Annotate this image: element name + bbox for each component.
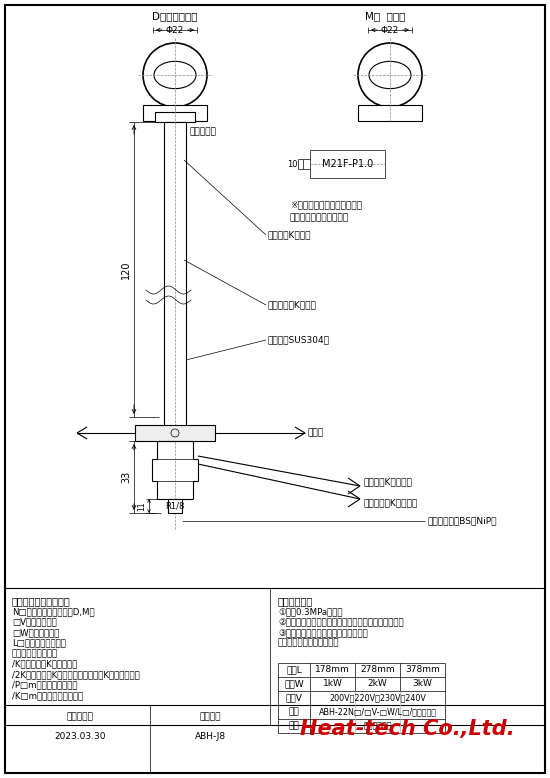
Text: N□　先端形状の指定（D,M）: N□ 先端形状の指定（D,M） bbox=[12, 607, 95, 616]
Text: 2kW: 2kW bbox=[367, 679, 387, 689]
Text: ABH-J8: ABH-J8 bbox=[195, 732, 226, 741]
Text: ②供給気体はオイルミスト、水滴を除去して下さい。: ②供給気体はオイルミスト、水滴を除去して下さい。 bbox=[278, 618, 404, 626]
Bar bbox=[358, 105, 422, 121]
Text: 発熱体温度K熱電対線: 発熱体温度K熱電対線 bbox=[363, 499, 417, 507]
Text: 図面番号: 図面番号 bbox=[199, 712, 221, 721]
Text: ①耐圧0.3MPaです。: ①耐圧0.3MPaです。 bbox=[278, 607, 343, 616]
Text: D型ストレート: D型ストレート bbox=[152, 11, 198, 21]
Text: 品名: 品名 bbox=[289, 721, 299, 731]
Bar bbox=[143, 105, 207, 121]
Text: 熱風温度K熱電対: 熱風温度K熱電対 bbox=[268, 230, 311, 240]
Text: 【オプション対応】: 【オプション対応】 bbox=[12, 649, 58, 658]
Text: 178mm: 178mm bbox=[315, 665, 350, 675]
Text: 電力W: 電力W bbox=[284, 679, 304, 689]
Text: ③低温気体を供給せずに加熱すると、: ③低温気体を供給せずに加熱すると、 bbox=[278, 628, 368, 637]
Text: Heat-tech Co.,Ltd.: Heat-tech Co.,Ltd. bbox=[300, 719, 515, 739]
Text: M21F-P1.0: M21F-P1.0 bbox=[322, 159, 373, 169]
Text: 電圧V: 電圧V bbox=[285, 693, 302, 703]
Text: □W　電力の指定: □W 電力の指定 bbox=[12, 628, 59, 637]
Bar bbox=[135, 425, 215, 441]
Text: 200V、220V、230V、240V: 200V、220V、230V、240V bbox=[329, 693, 426, 703]
Text: 3kW: 3kW bbox=[412, 679, 432, 689]
Text: 2023.03.30: 2023.03.30 bbox=[54, 732, 106, 741]
Text: Φ22: Φ22 bbox=[166, 26, 184, 34]
Text: 発熱体温度K熱電対: 発熱体温度K熱電対 bbox=[268, 300, 317, 310]
Text: 120: 120 bbox=[121, 261, 131, 279]
Text: 製図年月日: 製図年月日 bbox=[67, 712, 94, 721]
Text: 電源線: 電源線 bbox=[308, 429, 324, 437]
Text: 管長L: 管長L bbox=[286, 665, 302, 675]
Text: ※先端のネジ込み継手金具は: ※先端のネジ込み継手金具は bbox=[290, 200, 362, 209]
Text: /2K　熱風温度K熱電対と発熱体温度K熱電対の追加: /2K 熱風温度K熱電対と発熱体温度K熱電対の追加 bbox=[12, 670, 140, 679]
Text: Φ22: Φ22 bbox=[381, 26, 399, 34]
Bar bbox=[168, 499, 182, 513]
Text: 10: 10 bbox=[287, 159, 297, 169]
Text: □V　電圧の指定: □V 電圧の指定 bbox=[12, 618, 57, 626]
Text: /K□m　熱電対線長の指定: /K□m 熱電対線長の指定 bbox=[12, 691, 83, 700]
Bar bbox=[310, 150, 385, 178]
Text: ABH-22N□/□V-□W/L□/オプション: ABH-22N□/□V-□W/L□/オプション bbox=[318, 707, 437, 717]
Text: 【発注時の仕様指定】: 【発注時の仕様指定】 bbox=[12, 596, 71, 606]
Text: /K　熱風温度K熱電対追加: /K 熱風温度K熱電対追加 bbox=[12, 660, 78, 668]
Text: 特注で作成致します。: 特注で作成致します。 bbox=[290, 213, 349, 222]
Text: /P□m　電源線長の指定: /P□m 電源線長の指定 bbox=[12, 681, 78, 689]
Text: 金属管（SUS304）: 金属管（SUS304） bbox=[268, 335, 330, 345]
Text: 熱風吹出口: 熱風吹出口 bbox=[189, 127, 216, 136]
Text: L□　基準管長の指定: L□ 基準管長の指定 bbox=[12, 639, 66, 647]
Bar bbox=[164, 122, 186, 430]
Text: 【注意事項】: 【注意事項】 bbox=[278, 596, 314, 606]
Text: R1/8: R1/8 bbox=[166, 502, 185, 510]
Text: 熱風温度K熱電対線: 熱風温度K熱電対線 bbox=[363, 478, 412, 486]
Text: 1kW: 1kW bbox=[322, 679, 343, 689]
Text: 378mm: 378mm bbox=[405, 665, 440, 675]
Text: 気体供給口（BS・NiP）: 気体供給口（BS・NiP） bbox=[427, 517, 497, 525]
Text: 11: 11 bbox=[138, 501, 146, 510]
Text: 33: 33 bbox=[121, 471, 131, 483]
Bar bbox=[155, 112, 195, 122]
Text: 熱風ヒーター: 熱風ヒーター bbox=[363, 721, 392, 731]
Text: M型  内ネジ: M型 内ネジ bbox=[365, 11, 405, 21]
Text: ヒーターが焼損します。: ヒーターが焼損します。 bbox=[278, 639, 339, 647]
Text: 278mm: 278mm bbox=[360, 665, 395, 675]
Text: 型式: 型式 bbox=[289, 707, 299, 717]
